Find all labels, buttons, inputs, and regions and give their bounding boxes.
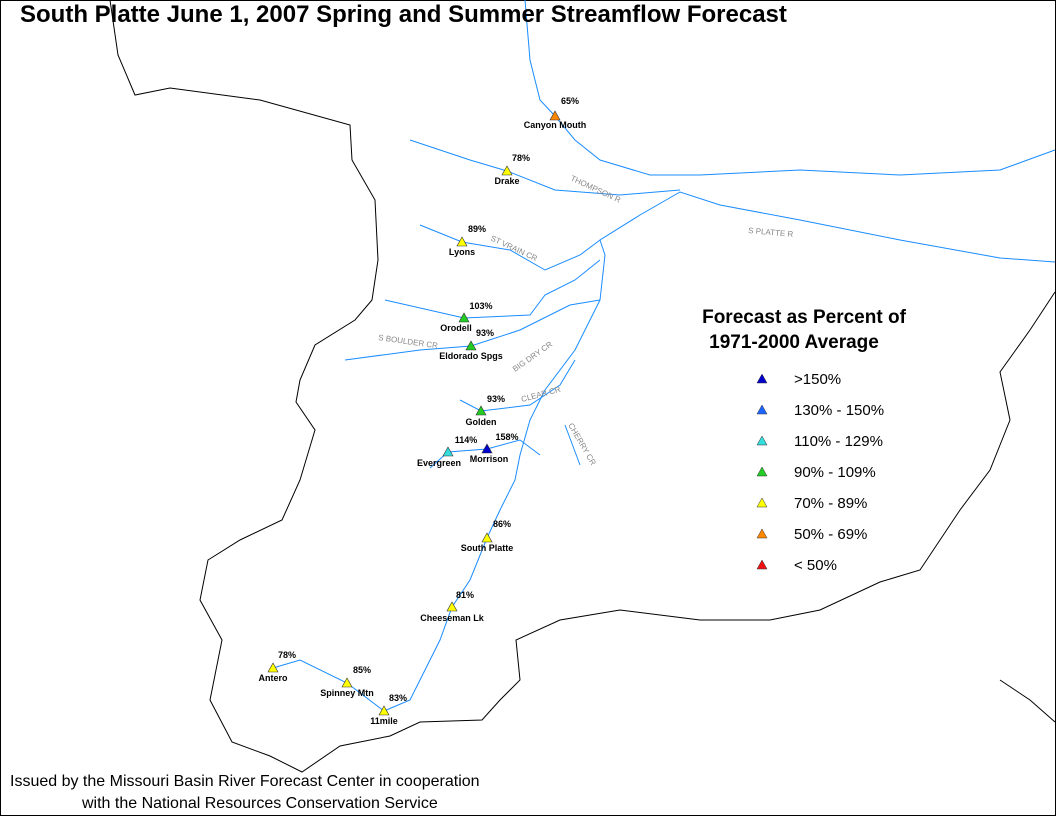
legend-symbol <box>756 497 768 508</box>
legend-label: 90% - 109% <box>794 464 876 481</box>
station-name: Evergreen <box>417 458 461 468</box>
station-percent: 78% <box>512 153 530 163</box>
station-percent: 114% <box>455 435 478 445</box>
station-marker <box>458 312 470 323</box>
legend-label: >150% <box>794 371 841 388</box>
station-name: Spinney Mtn <box>320 688 374 698</box>
station-percent: 103% <box>469 301 492 311</box>
station-name: Eldorado Spgs <box>439 351 503 361</box>
station-name: Golden <box>466 417 497 427</box>
station-percent: 83% <box>389 693 407 703</box>
stations: 65% Canyon Mouth 78% Drake 89% Lyons 103% Orode… <box>259 96 587 726</box>
station-marker <box>501 165 513 176</box>
station-marker <box>481 443 493 454</box>
station-percent: 89% <box>468 224 486 234</box>
station-name: Orodell <box>440 323 472 333</box>
station-marker <box>475 405 487 416</box>
station-percent: 65% <box>561 96 579 106</box>
legend-symbol <box>756 466 768 477</box>
station-percent: 85% <box>353 665 371 675</box>
station-marker <box>267 662 279 673</box>
station-name: Drake <box>494 176 519 186</box>
legend-label: < 50% <box>794 557 837 574</box>
station-percent: 93% <box>476 328 494 338</box>
station-name: Lyons <box>449 247 475 257</box>
station-marker <box>442 446 454 457</box>
legend-label: 130% - 150% <box>794 402 884 419</box>
legend: Forecast as Percent of 1971-2000 Average >… <box>702 307 906 574</box>
station-marker <box>549 110 561 121</box>
legend-symbol <box>756 559 768 570</box>
station-name: Cheeseman Lk <box>420 613 485 623</box>
station-marker <box>341 677 353 688</box>
station-name: Antero <box>259 673 289 683</box>
legend-label: 50% - 69% <box>794 526 867 543</box>
footer-line: Issued by the Missouri Basin River Forec… <box>10 773 480 790</box>
station-name: 11mile <box>370 716 398 726</box>
legend-symbol <box>756 435 768 446</box>
station-percent: 93% <box>487 394 505 404</box>
station-percent: 158% <box>495 432 518 442</box>
legend-label: 110% - 129% <box>794 433 883 450</box>
legend-title: 1971-2000 Average <box>709 332 879 353</box>
basin-boundary <box>109 0 1056 773</box>
station-name: Canyon Mouth <box>524 120 587 130</box>
legend-title: Forecast as Percent of <box>702 307 906 328</box>
station-name: Morrison <box>470 454 509 464</box>
station-marker <box>481 532 493 543</box>
river-label: S PLATTE R <box>748 226 794 239</box>
legend-symbol <box>756 404 768 415</box>
footer-line: with the National Resources Conservation… <box>81 795 438 812</box>
station-marker <box>446 601 458 612</box>
station-marker <box>378 705 390 716</box>
legend-symbol <box>756 373 768 384</box>
station-marker <box>465 340 477 351</box>
legend-symbol <box>756 528 768 539</box>
station-percent: 78% <box>278 650 296 660</box>
station-percent: 81% <box>456 590 474 600</box>
title: South Platte June 1, 2007 Spring and Sum… <box>20 1 787 28</box>
station-name: South Platte <box>461 543 514 553</box>
legend-label: 70% - 89% <box>794 495 867 512</box>
station-percent: 86% <box>493 519 511 529</box>
station-marker <box>456 236 468 247</box>
